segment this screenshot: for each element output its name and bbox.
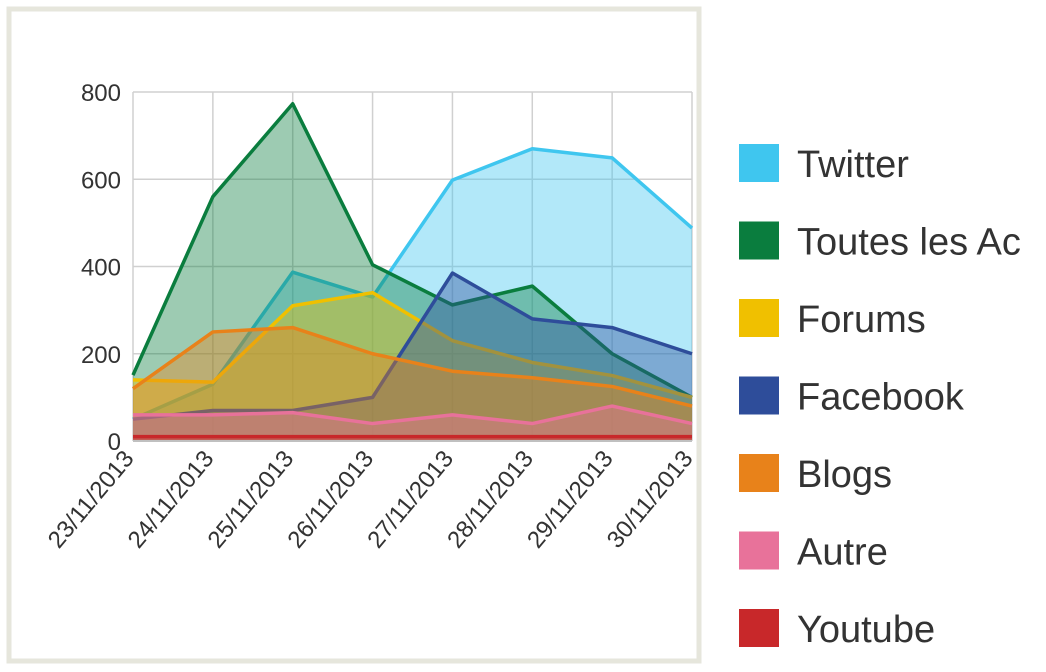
- legend-label: Youtube: [797, 609, 935, 651]
- legend-swatch: [739, 454, 779, 492]
- y-tick-label: 0: [108, 429, 121, 456]
- legend: Twitter Toutes les Ac Forums Facebook Blogs A…: [739, 144, 1021, 651]
- area-line: [132, 290, 693, 400]
- area-line: [132, 146, 694, 421]
- legend-swatch: [739, 221, 779, 260]
- area-line: [132, 271, 693, 421]
- legend-label: Twitter: [797, 144, 909, 186]
- y-tick-label: 400: [81, 255, 121, 282]
- legend-swatch: [739, 144, 779, 182]
- area-line: [133, 404, 693, 426]
- area-fill: [133, 273, 692, 441]
- y-tick-label: 800: [81, 80, 121, 107]
- legend-swatch: [739, 609, 779, 647]
- chart-frame: [6, 6, 702, 664]
- area-fill: [133, 148, 692, 441]
- plot: 020040060080023/11/201324/11/201325/11/2…: [43, 80, 699, 554]
- legend-label: Autre: [797, 532, 888, 574]
- area-line: [131, 325, 693, 408]
- legend-swatch: [739, 376, 779, 415]
- y-tick-label: 200: [81, 342, 121, 369]
- legend-swatch: [739, 531, 779, 570]
- legend-label: Forums: [797, 299, 926, 341]
- legend-swatch: [739, 299, 779, 337]
- area-line: [131, 102, 693, 399]
- legend-label: Facebook: [797, 377, 965, 419]
- area-fill: [133, 103, 692, 441]
- y-tick-label: 600: [81, 167, 121, 194]
- legend-label: Blogs: [797, 454, 892, 496]
- legend-label: Toutes les Ac: [797, 222, 1021, 264]
